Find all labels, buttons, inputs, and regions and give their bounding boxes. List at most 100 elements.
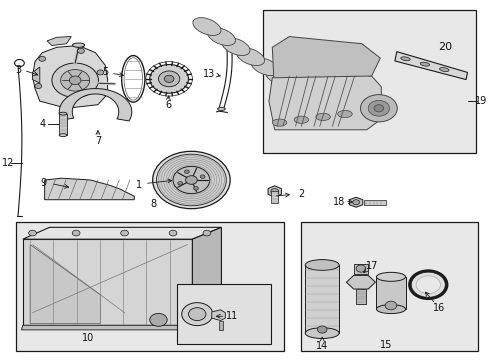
Bar — [59, 114, 67, 135]
Circle shape — [385, 301, 396, 310]
Circle shape — [317, 326, 326, 333]
Ellipse shape — [265, 68, 293, 86]
Circle shape — [355, 265, 365, 272]
Circle shape — [410, 272, 445, 297]
Ellipse shape — [280, 78, 307, 96]
Bar — [177, 284, 271, 344]
Bar — [355, 289, 365, 304]
Circle shape — [149, 314, 167, 326]
Ellipse shape — [376, 305, 405, 314]
Circle shape — [72, 230, 80, 236]
Polygon shape — [267, 186, 281, 197]
Text: 7: 7 — [95, 136, 101, 146]
Text: 19: 19 — [473, 96, 486, 106]
Ellipse shape — [400, 57, 409, 61]
Text: 15: 15 — [379, 340, 391, 350]
Ellipse shape — [293, 116, 308, 123]
Text: 9: 9 — [40, 177, 46, 188]
Circle shape — [158, 71, 180, 87]
Polygon shape — [30, 244, 100, 323]
Text: 4: 4 — [39, 120, 45, 129]
Text: 12: 12 — [1, 158, 14, 168]
Circle shape — [39, 56, 45, 61]
Polygon shape — [23, 239, 192, 325]
Circle shape — [373, 105, 383, 112]
Polygon shape — [33, 45, 107, 108]
Circle shape — [78, 48, 84, 53]
Ellipse shape — [124, 58, 142, 100]
Ellipse shape — [72, 43, 84, 47]
Ellipse shape — [315, 113, 330, 121]
Circle shape — [200, 175, 204, 179]
Polygon shape — [349, 197, 362, 207]
Text: 6: 6 — [165, 100, 171, 111]
Ellipse shape — [122, 55, 144, 102]
Circle shape — [121, 230, 128, 236]
Ellipse shape — [217, 108, 225, 111]
Polygon shape — [59, 89, 132, 121]
Bar — [16, 222, 284, 351]
Circle shape — [61, 69, 89, 91]
Circle shape — [415, 276, 440, 294]
Circle shape — [182, 303, 212, 325]
Ellipse shape — [250, 58, 279, 76]
Bar — [271, 192, 278, 203]
Circle shape — [203, 230, 210, 236]
Circle shape — [35, 84, 41, 89]
Text: 2: 2 — [297, 189, 304, 199]
Polygon shape — [268, 69, 381, 130]
Ellipse shape — [439, 68, 448, 72]
Text: 14: 14 — [315, 341, 327, 351]
Circle shape — [193, 186, 198, 190]
Ellipse shape — [222, 38, 249, 55]
Circle shape — [367, 100, 389, 116]
Text: 1: 1 — [136, 180, 142, 190]
Bar — [353, 264, 367, 274]
Text: 11: 11 — [225, 311, 238, 321]
Circle shape — [52, 63, 98, 98]
Polygon shape — [211, 310, 225, 320]
Ellipse shape — [236, 48, 264, 66]
Polygon shape — [47, 37, 71, 45]
Text: 8: 8 — [150, 199, 156, 210]
Ellipse shape — [272, 119, 286, 126]
Circle shape — [178, 181, 182, 185]
Circle shape — [69, 76, 81, 85]
Ellipse shape — [305, 260, 339, 270]
Text: 3: 3 — [15, 64, 21, 75]
Circle shape — [188, 308, 205, 320]
Ellipse shape — [419, 62, 429, 66]
Circle shape — [156, 154, 226, 206]
Circle shape — [360, 95, 396, 122]
Circle shape — [149, 64, 188, 93]
Polygon shape — [394, 51, 467, 80]
Polygon shape — [346, 275, 375, 289]
Circle shape — [184, 170, 189, 174]
Bar — [363, 200, 385, 205]
Ellipse shape — [59, 112, 67, 115]
Circle shape — [29, 230, 36, 236]
Ellipse shape — [207, 28, 235, 45]
Circle shape — [152, 151, 230, 209]
Text: 16: 16 — [432, 303, 445, 314]
Bar — [262, 10, 475, 153]
Bar — [305, 265, 339, 333]
Circle shape — [270, 189, 278, 194]
Text: 17: 17 — [366, 261, 378, 271]
Ellipse shape — [59, 134, 67, 136]
Polygon shape — [23, 227, 221, 239]
Ellipse shape — [221, 36, 229, 39]
Bar — [218, 320, 223, 330]
Polygon shape — [272, 37, 380, 78]
Circle shape — [185, 176, 197, 184]
Text: 5: 5 — [102, 67, 108, 77]
Text: 18: 18 — [332, 197, 344, 207]
Ellipse shape — [376, 273, 405, 281]
Bar — [376, 277, 405, 309]
Polygon shape — [44, 178, 134, 200]
Circle shape — [173, 166, 209, 194]
Text: 13: 13 — [203, 69, 215, 79]
Circle shape — [15, 59, 24, 67]
Circle shape — [97, 70, 103, 75]
Bar — [301, 222, 477, 351]
